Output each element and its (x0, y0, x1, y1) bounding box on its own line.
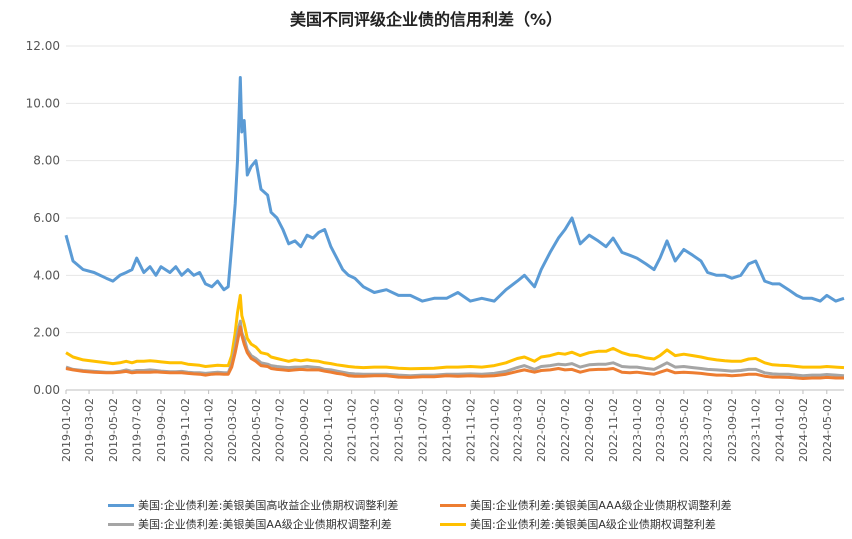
legend-swatch (440, 522, 466, 526)
x-tick-label: 2019-09-02 (155, 398, 168, 462)
x-tick-label: 2023-03-02 (654, 398, 667, 462)
series-line (64, 76, 845, 303)
y-tick-label: 0.00 (33, 383, 60, 397)
y-tick-label: 4.00 (33, 268, 60, 282)
x-tick-label: 2020-01-02 (203, 398, 216, 462)
y-tick-label: 12.00 (26, 39, 60, 53)
x-axis: 2019-01-02 2019-03-02 2019-05-02 2019-07-02… (60, 390, 834, 462)
x-tick-label: 2023-01-02 (631, 398, 644, 462)
x-tick-label: 2023-05-02 (678, 398, 691, 462)
x-tick-label: 2019-01-02 (60, 398, 73, 462)
x-tick-label: 2022-09-02 (583, 398, 596, 462)
x-tick-label: 2022-03-02 (511, 398, 524, 462)
x-tick-label: 2020-03-02 (226, 398, 239, 462)
y-tick-label: 6.00 (33, 211, 60, 225)
x-tick-label: 2019-11-02 (179, 398, 192, 462)
legend-label: 美国:企业债利差:美银美国AAA级企业债期权调整利差 (470, 499, 732, 512)
x-tick-label: 2019-05-02 (107, 398, 120, 462)
x-tick-label: 2020-11-02 (322, 398, 335, 462)
x-tick-label: 2023-11-02 (750, 398, 763, 462)
series-line (65, 293, 845, 371)
series-lines (64, 76, 845, 380)
x-tick-label: 2024-01-02 (774, 398, 787, 462)
x-tick-label: 2021-03-02 (369, 398, 382, 462)
x-tick-label: 2022-07-02 (559, 398, 572, 462)
legend-label: 美国:企业债利差:美银美国高收益企业债期权调整利差 (138, 499, 399, 512)
y-axis-ticks: 0.00 2.00 4.00 6.00 8.00 10.00 12.00 (26, 39, 60, 397)
x-tick-label: 2020-09-02 (298, 398, 311, 462)
legend-label: 美国:企业债利差:美银美国A级企业债期权调整利差 (470, 518, 716, 531)
x-tick-label: 2021-01-02 (346, 398, 359, 462)
y-tick-label: 2.00 (33, 326, 60, 340)
grid-lines (66, 45, 844, 391)
y-tick-label: 8.00 (33, 154, 60, 168)
legend-item: 美国:企业债利差:美银美国A级企业债期权调整利差 (440, 516, 716, 532)
x-tick-label: 2022-05-02 (535, 398, 548, 462)
legend-item: 美国:企业债利差:美银美国AA级企业债期权调整利差 (108, 516, 392, 532)
legend-swatch (440, 503, 466, 507)
series-line (65, 325, 844, 380)
x-tick-label: 2024-03-02 (797, 398, 810, 462)
x-tick-label: 2022-11-02 (607, 398, 620, 462)
x-tick-label: 2021-11-02 (464, 398, 477, 462)
chart-title: 美国不同评级企业债的信用利差（%） (289, 10, 563, 29)
x-tick-label: 2020-05-02 (250, 398, 263, 462)
x-tick-label: 2019-07-02 (131, 398, 144, 462)
legend-item: 美国:企业债利差:美银美国AAA级企业债期权调整利差 (440, 497, 732, 513)
x-tick-label: 2021-09-02 (441, 398, 454, 462)
x-tick-label: 2021-05-02 (393, 398, 406, 462)
x-tick-label: 2019-03-02 (83, 398, 96, 462)
legend-label: 美国:企业债利差:美银美国AA级企业债期权调整利差 (138, 518, 392, 531)
x-tick-label: 2020-07-02 (274, 398, 287, 462)
x-tick-label: 2024-05-02 (821, 398, 834, 462)
x-tick-label: 2021-07-02 (416, 398, 429, 462)
x-tick-label: 2023-07-02 (702, 398, 715, 462)
x-tick-label: 2022-01-02 (488, 398, 501, 462)
legend-item: 美国:企业债利差:美银美国高收益企业债期权调整利差 (108, 497, 398, 513)
legend-swatch (108, 522, 134, 526)
y-tick-label: 10.00 (26, 96, 60, 110)
x-tick-label: 2023-09-02 (726, 398, 739, 462)
legend-swatch (108, 503, 134, 507)
